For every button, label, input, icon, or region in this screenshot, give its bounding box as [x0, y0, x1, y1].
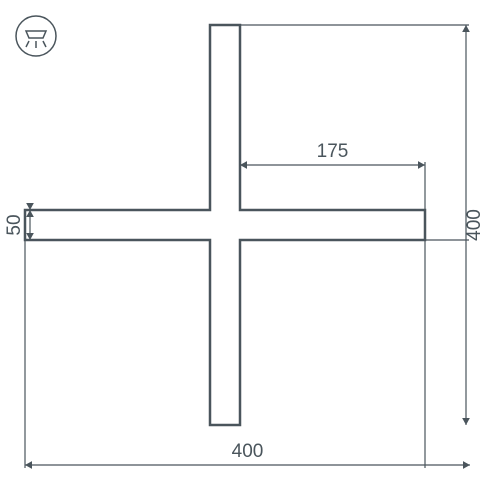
- technical-drawing: 50 175 400 400: [0, 0, 500, 500]
- dimension-label: 175: [317, 141, 349, 162]
- dimension-arm-175: [240, 161, 425, 210]
- cross-profile-outline: [25, 25, 425, 425]
- dimension-thickness-50: [26, 203, 55, 240]
- dimension-width-400: [25, 240, 470, 469]
- dimension-label: 400: [232, 441, 264, 462]
- dimension-height-400: [240, 25, 470, 425]
- ceiling-lamp-icon: [16, 16, 56, 56]
- dimension-label: 400: [464, 209, 485, 241]
- dimension-label: 50: [4, 214, 25, 235]
